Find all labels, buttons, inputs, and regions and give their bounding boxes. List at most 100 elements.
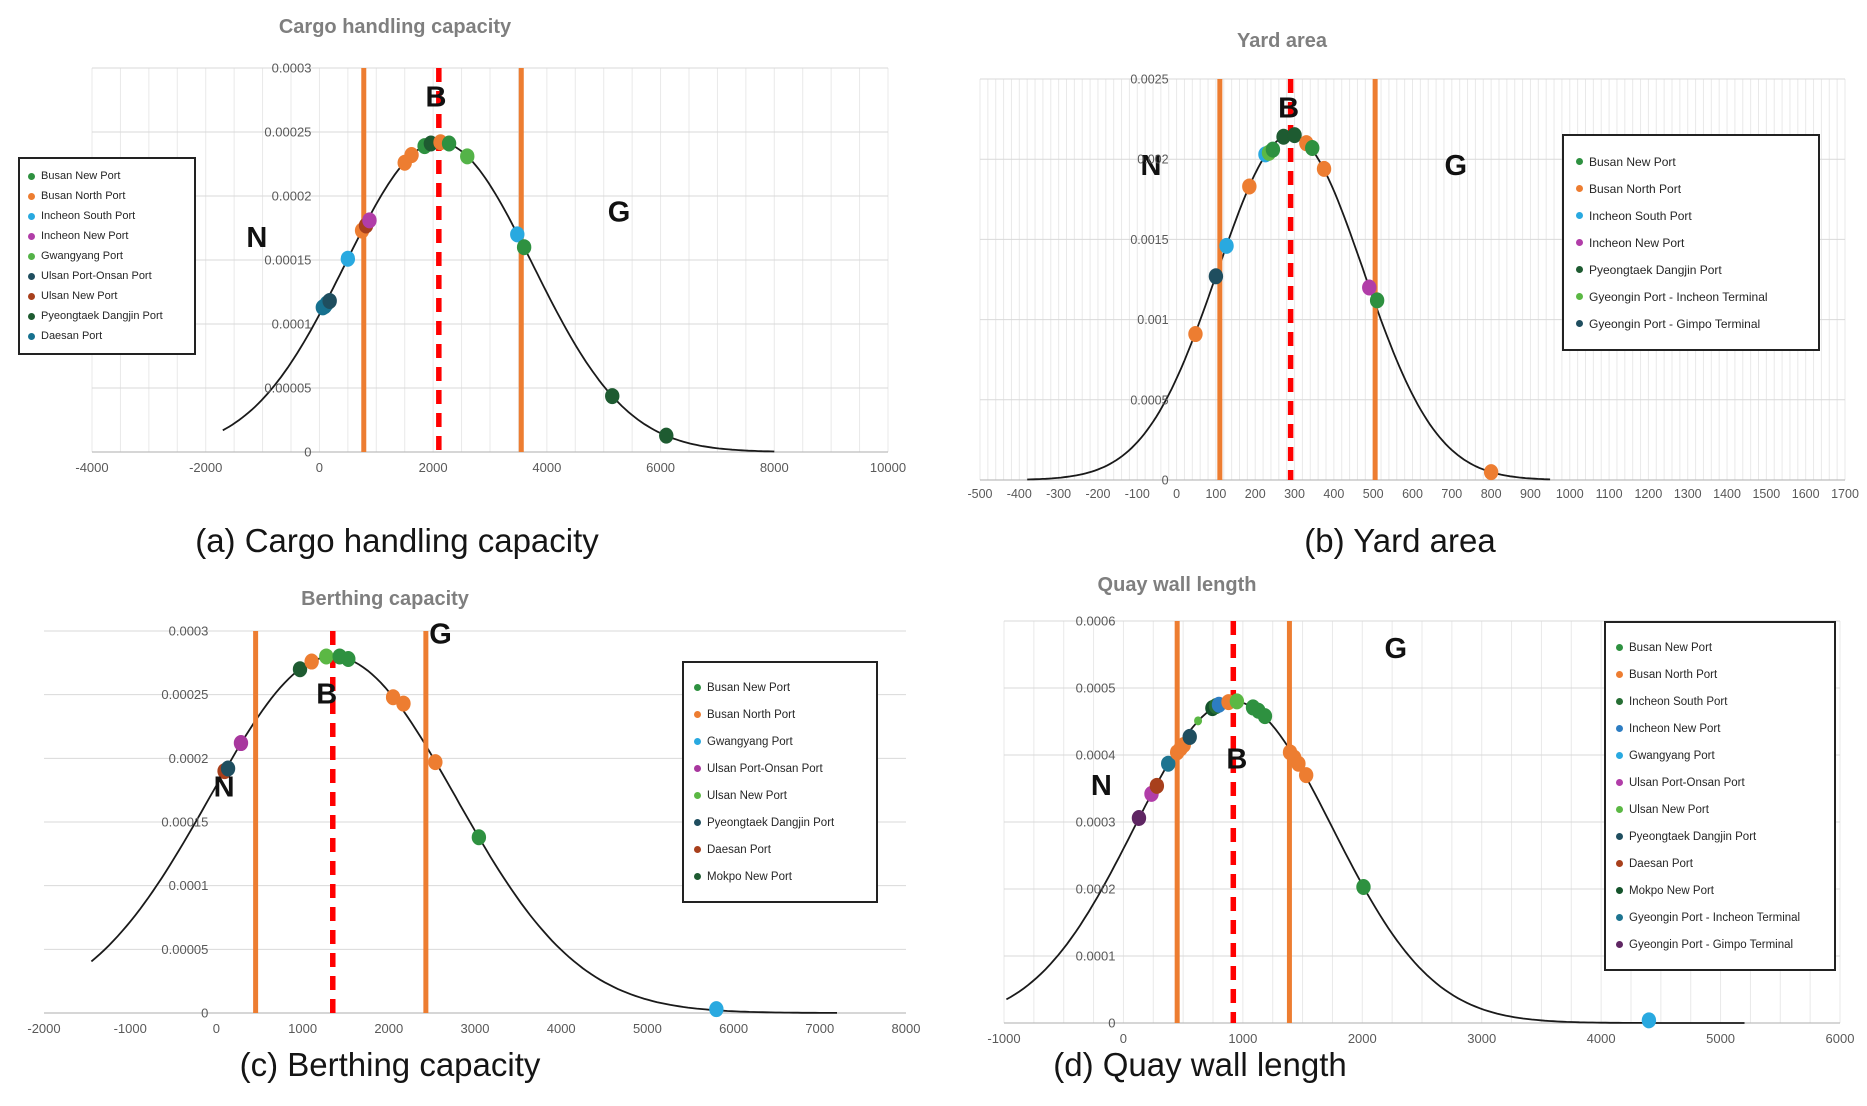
y-tick-label: 0.0025: [1130, 73, 1168, 87]
legend-item-label: Incheon South Port: [41, 210, 136, 222]
legend-item-label: Busan North Port: [707, 708, 796, 721]
figure-caption-d: (d) Quay wall length: [1053, 1046, 1347, 1083]
legend-marker-icon: [1576, 185, 1583, 192]
legend-item: Gwangyang Port: [694, 728, 866, 755]
x-tick-label: 2000: [419, 460, 448, 475]
x-tick-label: 0: [213, 1021, 220, 1036]
legend-item: Incheon New Port: [28, 226, 186, 246]
x-tick-label: 0: [1173, 487, 1180, 501]
legend-item: Busan New Port: [1576, 148, 1806, 175]
data-point: [1182, 728, 1197, 745]
legend-marker-icon: [1616, 644, 1623, 651]
legend-item: Busan New Port: [28, 166, 186, 186]
legend-marker-icon: [28, 332, 35, 340]
legend-item-label: Gwangyang Port: [41, 250, 123, 262]
legend-item-label: Ulsan Port-Onsan Port: [1629, 776, 1745, 789]
legend-item-label: Busan North Port: [41, 190, 126, 202]
data-point: [304, 653, 319, 670]
data-point: [322, 292, 337, 309]
legend-marker-icon: [694, 684, 701, 691]
legend-item: Gwangyang Port: [1616, 742, 1824, 769]
legend-marker-icon: [1576, 212, 1583, 219]
x-tick-label: -2000: [189, 460, 222, 475]
legend-item: Incheon South Port: [1616, 688, 1824, 715]
x-tick-label: -500: [967, 487, 992, 501]
legend-marker-icon: [1576, 266, 1583, 273]
legend-marker-icon: [28, 172, 35, 180]
y-tick-label: 0.00015: [264, 253, 311, 268]
legend-item: Daesan Port: [1616, 850, 1824, 877]
y-tick-label: 0.0006: [1076, 614, 1116, 629]
legend-item: Incheon New Port: [1616, 715, 1824, 742]
region-label-G: G: [608, 197, 631, 229]
x-tick-label: 1200: [1635, 487, 1663, 501]
data-point: [605, 388, 620, 405]
data-point: [1131, 809, 1147, 826]
legend-marker-icon: [28, 312, 35, 320]
legend-item-label: Incheon New Port: [41, 230, 129, 242]
legend-item-label: Busan New Port: [1589, 154, 1676, 169]
x-tick-label: -200: [1085, 487, 1110, 501]
legend-item-label: Incheon South Port: [1629, 695, 1728, 708]
data-point: [319, 648, 334, 665]
data-point: [1287, 127, 1302, 144]
legend-item-label: Pyeongtaek Dangjin Port: [1589, 262, 1722, 277]
data-point: [396, 695, 411, 712]
y-tick-label: 0.00005: [264, 381, 311, 396]
y-tick-label: 0.00005: [161, 942, 208, 957]
y-tick-label: 0.0015: [1130, 233, 1168, 247]
x-tick-label: 3000: [1467, 1031, 1496, 1046]
x-tick-label: -2000: [27, 1021, 60, 1036]
x-tick-label: 6000: [646, 460, 675, 475]
y-tick-label: 0: [1162, 474, 1169, 488]
x-tick-label: 1000: [1228, 1031, 1257, 1046]
x-tick-label: 4000: [1587, 1031, 1616, 1046]
legend-item-label: Pyeongtaek Dangjin Port: [1629, 830, 1757, 843]
legend-item-label: Gyeongin Port - Gimpo Terminal: [1589, 316, 1761, 331]
x-tick-label: 1500: [1752, 487, 1780, 501]
data-point: [292, 661, 308, 678]
x-tick-label: 1400: [1713, 487, 1741, 501]
x-tick-label: 400: [1323, 487, 1344, 501]
figure-caption-a: (a) Cargo handling capacity: [195, 522, 599, 559]
legend-item-label: Ulsan Port-Onsan Port: [41, 270, 152, 282]
legend-marker-icon: [1616, 914, 1623, 921]
y-tick-label: 0: [1108, 1016, 1115, 1031]
y-tick-label: 0.0002: [272, 189, 312, 204]
data-point: [404, 147, 419, 164]
legend-item-label: Ulsan Port-Onsan Port: [707, 762, 823, 775]
legend-item-label: Busan New Port: [1629, 641, 1713, 654]
data-point: [516, 239, 532, 256]
region-label-N: N: [214, 772, 235, 804]
legend-marker-icon: [28, 212, 35, 220]
x-tick-label: -100: [1125, 487, 1150, 501]
y-tick-label: 0.0003: [272, 61, 312, 76]
data-point: [460, 148, 475, 165]
x-tick-label: 1100: [1596, 487, 1623, 501]
x-tick-label: -300: [1046, 487, 1071, 501]
legend-item-label: Busan New Port: [41, 170, 121, 182]
legend-marker-icon: [28, 272, 35, 280]
legend-marker-icon: [1616, 752, 1623, 759]
legend-item: Mokpo New Port: [1616, 877, 1824, 904]
legend-item: Busan New Port: [694, 674, 866, 701]
data-point: [659, 427, 674, 444]
legend-item-label: Ulsan New Port: [41, 290, 118, 302]
data-point: [441, 135, 457, 152]
legend-marker-icon: [694, 873, 701, 880]
data-point: [1356, 878, 1371, 895]
legend-item-label: Incheon New Port: [1589, 235, 1685, 250]
y-tick-label: 0: [304, 445, 311, 460]
data-point: [1229, 693, 1245, 710]
legend-item-label: Ulsan New Port: [707, 789, 787, 802]
y-tick-label: 0.00025: [264, 125, 311, 140]
x-tick-label: 4000: [547, 1021, 576, 1036]
legend-item: Ulsan New Port: [28, 286, 186, 306]
legend-item-label: Busan North Port: [1589, 181, 1682, 196]
figure-caption-b: (b) Yard area: [1304, 522, 1496, 559]
legend-item-label: Gyeongin Port - Gimpo Terminal: [1629, 938, 1794, 951]
x-tick-label: 600: [1402, 487, 1423, 501]
data-point: [1161, 755, 1176, 772]
data-point: [1483, 464, 1499, 481]
